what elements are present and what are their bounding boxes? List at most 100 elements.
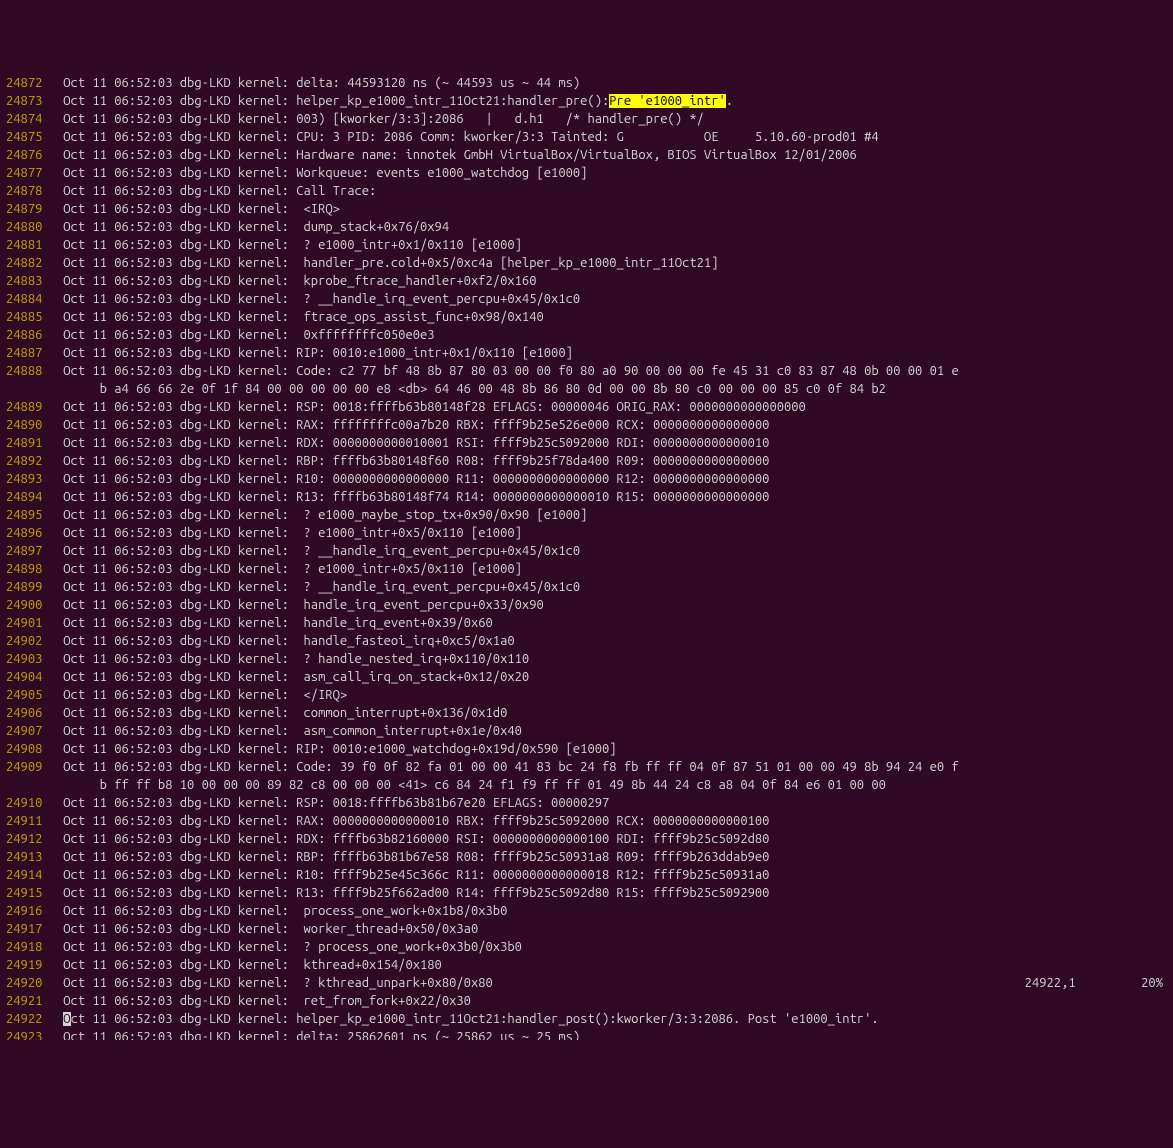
log-line: 24911 Oct 11 06:52:03 dbg-LKD kernel: RA… — [6, 812, 1167, 830]
log-line: 24878 Oct 11 06:52:03 dbg-LKD kernel: Ca… — [6, 182, 1167, 200]
line-number: 24888 — [6, 362, 56, 380]
line-number: 24897 — [6, 542, 56, 560]
log-content: Oct 11 06:52:03 dbg-LKD kernel: ? handle… — [56, 650, 529, 668]
log-line: 24882 Oct 11 06:52:03 dbg-LKD kernel: ha… — [6, 254, 1167, 272]
log-content: Oct 11 06:52:03 dbg-LKD kernel: asm_comm… — [56, 722, 522, 740]
log-line: 24903 Oct 11 06:52:03 dbg-LKD kernel: ? … — [6, 650, 1167, 668]
log-line: 24887 Oct 11 06:52:03 dbg-LKD kernel: RI… — [6, 344, 1167, 362]
line-number-empty — [6, 776, 56, 794]
log-content: Oct 11 06:52:03 dbg-LKD kernel: handle_i… — [56, 614, 493, 632]
log-content: Oct 11 06:52:03 dbg-LKD kernel: RAX: 000… — [56, 812, 769, 830]
log-content: Oct 11 06:52:03 dbg-LKD kernel: RSP: 001… — [56, 794, 609, 812]
log-line: 24892 Oct 11 06:52:03 dbg-LKD kernel: RB… — [6, 452, 1167, 470]
line-number: 24922 — [6, 1010, 56, 1028]
log-line: 24874 Oct 11 06:52:03 dbg-LKD kernel: 00… — [6, 110, 1167, 128]
log-content: Oct 11 06:52:03 dbg-LKD kernel: 0xffffff… — [56, 326, 435, 344]
log-content: Oct 11 06:52:03 dbg-LKD kernel: <IRQ> — [56, 200, 340, 218]
line-number: 24875 — [6, 128, 56, 146]
line-number: 24876 — [6, 146, 56, 164]
line-number: 24915 — [6, 884, 56, 902]
line-number: 24877 — [6, 164, 56, 182]
log-content: Oct 11 06:52:03 dbg-LKD kernel: worker_t… — [56, 920, 478, 938]
log-line: 24912 Oct 11 06:52:03 dbg-LKD kernel: RD… — [6, 830, 1167, 848]
line-number: 24895 — [6, 506, 56, 524]
log-content: Oct 11 06:52:03 dbg-LKD kernel: CPU: 3 P… — [56, 128, 879, 146]
log-content: Oct 11 06:52:03 dbg-LKD kernel: ? __hand… — [56, 542, 580, 560]
log-line: 24917 Oct 11 06:52:03 dbg-LKD kernel: wo… — [6, 920, 1167, 938]
line-number: 24910 — [6, 794, 56, 812]
log-content: Oct 11 06:52:03 dbg-LKD kernel: ret_from… — [56, 992, 471, 1010]
line-number: 24917 — [6, 920, 56, 938]
line-number: 24919 — [6, 956, 56, 974]
log-line: 24910 Oct 11 06:52:03 dbg-LKD kernel: RS… — [6, 794, 1167, 812]
log-line: 24916 Oct 11 06:52:03 dbg-LKD kernel: pr… — [6, 902, 1167, 920]
log-content: Oct 11 06:52:03 dbg-LKD kernel: helper_k… — [56, 92, 733, 110]
log-line: 24895 Oct 11 06:52:03 dbg-LKD kernel: ? … — [6, 506, 1167, 524]
log-line: 24876 Oct 11 06:52:03 dbg-LKD kernel: Ha… — [6, 146, 1167, 164]
log-content: Oct 11 06:52:03 dbg-LKD kernel: handle_f… — [56, 632, 515, 650]
cursor-position: 24922,1 — [1025, 976, 1076, 990]
line-number: 24880 — [6, 218, 56, 236]
line-number: 24881 — [6, 236, 56, 254]
log-content: Oct 11 06:52:03 dbg-LKD kernel: dump_sta… — [56, 218, 449, 236]
log-content: Oct 11 06:52:03 dbg-LKD kernel: R10: fff… — [56, 866, 769, 884]
line-number: 24892 — [6, 452, 56, 470]
log-line: 24919 Oct 11 06:52:03 dbg-LKD kernel: kt… — [6, 956, 1167, 974]
log-line: 24881 Oct 11 06:52:03 dbg-LKD kernel: ? … — [6, 236, 1167, 254]
log-line: 24902 Oct 11 06:52:03 dbg-LKD kernel: ha… — [6, 632, 1167, 650]
line-number: 24872 — [6, 74, 56, 92]
log-line: 24883 Oct 11 06:52:03 dbg-LKD kernel: kp… — [6, 272, 1167, 290]
log-content: Oct 11 06:52:03 dbg-LKD kernel: RBP: fff… — [56, 452, 769, 470]
log-content: Oct 11 06:52:03 dbg-LKD kernel: ? __hand… — [56, 290, 580, 308]
log-line: 24898 Oct 11 06:52:03 dbg-LKD kernel: ? … — [6, 560, 1167, 578]
line-number: 24905 — [6, 686, 56, 704]
log-line: 24872 Oct 11 06:52:03 dbg-LKD kernel: de… — [6, 74, 1167, 92]
terminal-log-viewer[interactable]: 24872 Oct 11 06:52:03 dbg-LKD kernel: de… — [6, 74, 1167, 1040]
log-line: 24894 Oct 11 06:52:03 dbg-LKD kernel: R1… — [6, 488, 1167, 506]
log-content: Oct 11 06:52:03 dbg-LKD kernel: Code: c2… — [56, 362, 959, 380]
log-content: Oct 11 06:52:03 dbg-LKD kernel: ? e1000_… — [56, 560, 522, 578]
log-line: 24907 Oct 11 06:52:03 dbg-LKD kernel: as… — [6, 722, 1167, 740]
line-number: 24912 — [6, 830, 56, 848]
line-number: 24901 — [6, 614, 56, 632]
log-content: Oct 11 06:52:03 dbg-LKD kernel: Workqueu… — [56, 164, 587, 182]
log-line: 24905 Oct 11 06:52:03 dbg-LKD kernel: </… — [6, 686, 1167, 704]
log-line: 24906 Oct 11 06:52:03 dbg-LKD kernel: co… — [6, 704, 1167, 722]
line-number: 24911 — [6, 812, 56, 830]
log-line: 24915 Oct 11 06:52:03 dbg-LKD kernel: R1… — [6, 884, 1167, 902]
line-number: 24885 — [6, 308, 56, 326]
log-line: 24923 Oct 11 06:52:03 dbg-LKD kernel: de… — [6, 1028, 1167, 1040]
log-content: Oct 11 06:52:03 dbg-LKD kernel: handle_i… — [56, 596, 544, 614]
line-number: 24886 — [6, 326, 56, 344]
line-number: 24878 — [6, 182, 56, 200]
log-line: b ff ff b8 10 00 00 00 89 82 c8 00 00 00… — [6, 776, 1167, 794]
line-number-empty — [6, 380, 56, 398]
line-number: 24898 — [6, 560, 56, 578]
log-content: Oct 11 06:52:03 dbg-LKD kernel: ? e1000_… — [56, 524, 522, 542]
line-number: 24891 — [6, 434, 56, 452]
log-line: 24891 Oct 11 06:52:03 dbg-LKD kernel: RD… — [6, 434, 1167, 452]
log-line: 24877 Oct 11 06:52:03 dbg-LKD kernel: Wo… — [6, 164, 1167, 182]
log-content: Oct 11 06:52:03 dbg-LKD kernel: 003) [kw… — [56, 110, 704, 128]
line-number: 24908 — [6, 740, 56, 758]
vim-status-bar: 24922,1 20% — [1010, 956, 1163, 992]
log-content: b a4 66 66 2e 0f 1f 84 00 00 00 00 00 e8… — [56, 380, 886, 398]
log-line: 24920 Oct 11 06:52:03 dbg-LKD kernel: ? … — [6, 974, 1167, 992]
line-number: 24920 — [6, 974, 56, 992]
line-number: 24906 — [6, 704, 56, 722]
log-content: Oct 11 06:52:03 dbg-LKD kernel: ? e1000_… — [56, 506, 587, 524]
log-line: 24884 Oct 11 06:52:03 dbg-LKD kernel: ? … — [6, 290, 1167, 308]
line-number: 24921 — [6, 992, 56, 1010]
log-line: 24922 Oct 11 06:52:03 dbg-LKD kernel: he… — [6, 1010, 1167, 1028]
log-content: Oct 11 06:52:03 dbg-LKD kernel: ? __hand… — [56, 578, 580, 596]
log-content: Oct 11 06:52:03 dbg-LKD kernel: </IRQ> — [56, 686, 347, 704]
log-line: 24875 Oct 11 06:52:03 dbg-LKD kernel: CP… — [6, 128, 1167, 146]
log-content: Oct 11 06:52:03 dbg-LKD kernel: Code: 39… — [56, 758, 959, 776]
line-number: 24909 — [6, 758, 56, 776]
search-highlight: Pre 'e1000_intr' — [609, 94, 725, 108]
log-content: Oct 11 06:52:03 dbg-LKD kernel: delta: 4… — [56, 74, 580, 92]
log-content: Oct 11 06:52:03 dbg-LKD kernel: RSP: 001… — [56, 398, 806, 416]
log-line: 24921 Oct 11 06:52:03 dbg-LKD kernel: re… — [6, 992, 1167, 1010]
line-number: 24899 — [6, 578, 56, 596]
line-number: 24873 — [6, 92, 56, 110]
